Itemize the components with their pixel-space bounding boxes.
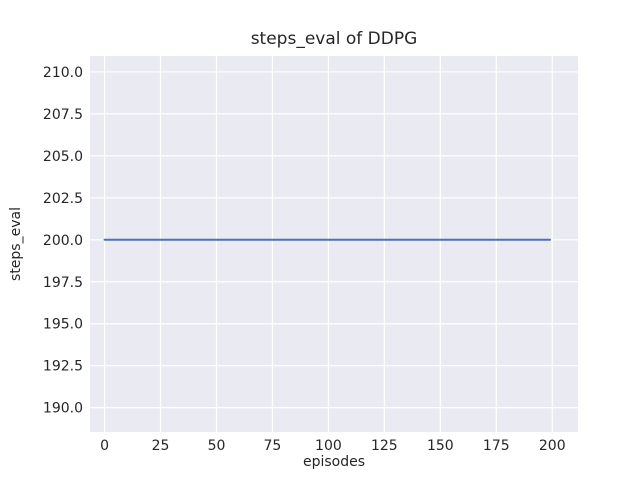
x-tick-label: 25 [152, 438, 170, 454]
y-tick-label: 205.0 [43, 149, 83, 165]
y-tick-label: 190.0 [43, 401, 83, 417]
y-tick-label: 202.5 [43, 191, 83, 207]
y-tick-label: 195.0 [43, 317, 83, 333]
x-tick-label: 125 [371, 438, 398, 454]
x-tick-label: 100 [315, 438, 342, 454]
x-tick-label: 75 [264, 438, 282, 454]
x-tick-label: 150 [427, 438, 454, 454]
y-tick-label: 207.5 [43, 107, 83, 123]
x-axis-label: episodes [302, 454, 366, 470]
plot-background [90, 56, 578, 432]
y-tick-label: 210.0 [43, 65, 83, 81]
chart-title: steps_eval of DDPG [250, 29, 418, 49]
y-tick-label: 192.5 [43, 359, 83, 375]
x-tick-label: 50 [208, 438, 226, 454]
x-tick-label: 0 [100, 438, 109, 454]
x-tick-label: 175 [483, 438, 510, 454]
y-tick-label: 197.5 [43, 275, 83, 291]
x-tick-label: 200 [539, 438, 566, 454]
y-tick-label: 200.0 [43, 233, 83, 249]
